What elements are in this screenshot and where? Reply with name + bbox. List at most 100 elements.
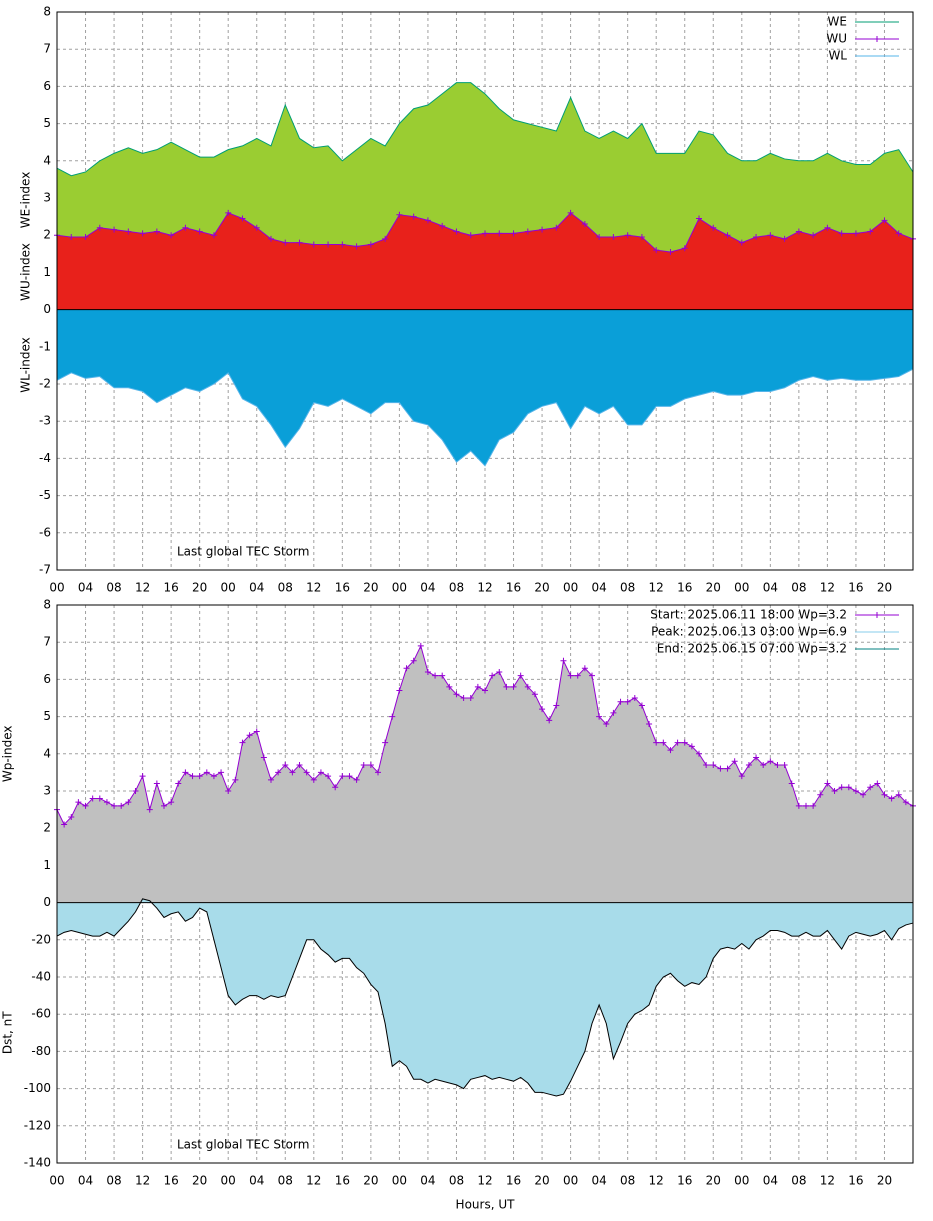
point-marker: [845, 784, 852, 791]
point-marker: [546, 717, 553, 724]
point-marker: [260, 754, 267, 761]
point-marker: [453, 228, 460, 235]
point-marker: [439, 672, 446, 679]
point-marker: [111, 802, 118, 809]
point-marker: [317, 769, 324, 776]
point-marker: [738, 239, 745, 246]
x-tick-label: 12: [820, 581, 835, 595]
y-tick-label: 1: [43, 265, 51, 279]
point-marker: [810, 232, 817, 239]
x-tick-label: 00: [221, 1174, 236, 1188]
point-marker: [638, 702, 645, 709]
plot-frame: [56, 604, 914, 1164]
point-marker: [332, 784, 339, 791]
point-marker: [581, 221, 588, 228]
x-axis-label: Hours, UT: [456, 1198, 516, 1212]
point-marker: [82, 802, 89, 809]
x-tick-label: 04: [591, 1174, 606, 1188]
y-tick-label: -100: [24, 1081, 51, 1095]
x-tick-label: 16: [506, 1174, 521, 1188]
point-marker: [596, 713, 603, 720]
point-marker: [653, 247, 660, 254]
x-tick-label: 08: [278, 1174, 293, 1188]
point-marker: [881, 217, 888, 224]
point-marker: [389, 713, 396, 720]
point-marker: [96, 795, 103, 802]
point-marker: [553, 702, 560, 709]
point-marker: [895, 230, 902, 237]
x-tick-label: 20: [192, 581, 207, 595]
y-axis-label: WL-index: [19, 337, 33, 393]
point-marker: [767, 758, 774, 765]
y-tick-label: -5: [39, 488, 51, 502]
x-tick-label: 20: [363, 581, 378, 595]
point-marker: [310, 776, 317, 783]
point-marker: [253, 224, 260, 231]
point-marker: [346, 773, 353, 780]
x-tick-label: 04: [763, 581, 778, 595]
point-marker: [196, 228, 203, 235]
x-tick-label: 08: [106, 581, 121, 595]
point-marker: [68, 234, 75, 241]
y-tick-label: -7: [39, 563, 51, 577]
point-marker: [275, 769, 282, 776]
point-marker: [196, 773, 203, 780]
point-marker: [182, 769, 189, 776]
point-marker: [189, 773, 196, 780]
point-marker: [289, 769, 296, 776]
point-marker: [203, 769, 210, 776]
x-tick-label: 16: [848, 1174, 863, 1188]
point-marker: [89, 795, 96, 802]
x-tick-label: 20: [363, 1174, 378, 1188]
x-tick-label: 12: [306, 1174, 321, 1188]
point-marker: [68, 814, 75, 821]
x-tick-label: 08: [449, 581, 464, 595]
point-marker: [610, 234, 617, 241]
point-marker: [838, 230, 845, 237]
point-marker: [424, 217, 431, 224]
point-marker: [453, 691, 460, 698]
x-tick-label: 16: [163, 1174, 178, 1188]
point-marker: [232, 776, 239, 783]
y-tick-label: 2: [43, 228, 51, 242]
point-marker: [888, 795, 895, 802]
point-marker: [560, 657, 567, 664]
x-tick-label: 00: [392, 581, 407, 595]
point-marker: [824, 224, 831, 231]
point-marker: [296, 239, 303, 246]
legend-marker: [874, 612, 880, 618]
x-tick-label: 12: [306, 581, 321, 595]
point-marker: [118, 802, 125, 809]
point-marker: [653, 739, 660, 746]
legend-marker: [874, 36, 880, 42]
point-marker: [574, 672, 581, 679]
y-tick-label: 5: [43, 116, 51, 130]
y-tick-label: 8: [43, 598, 51, 612]
x-tick-label: 04: [763, 1174, 778, 1188]
y-tick-label: 5: [43, 709, 51, 723]
point-marker: [139, 773, 146, 780]
point-marker: [103, 799, 110, 806]
point-marker: [282, 239, 289, 246]
point-marker: [503, 683, 510, 690]
point-marker: [439, 222, 446, 229]
point-marker: [339, 773, 346, 780]
point-marker: [125, 799, 132, 806]
x-tick-label: 20: [877, 1174, 892, 1188]
point-marker: [667, 747, 674, 754]
point-marker: [239, 215, 246, 222]
point-marker: [61, 821, 68, 828]
x-tick-label: 16: [677, 581, 692, 595]
x-tick-label: 04: [420, 581, 435, 595]
point-marker: [82, 234, 89, 241]
point-marker: [460, 695, 467, 701]
point-marker: [496, 668, 503, 675]
point-marker: [325, 241, 332, 248]
point-marker: [268, 235, 274, 242]
point-marker: [788, 780, 795, 787]
point-marker: [874, 780, 881, 787]
point-marker: [724, 765, 731, 772]
point-marker: [225, 788, 232, 794]
x-tick-label: 16: [506, 581, 521, 595]
